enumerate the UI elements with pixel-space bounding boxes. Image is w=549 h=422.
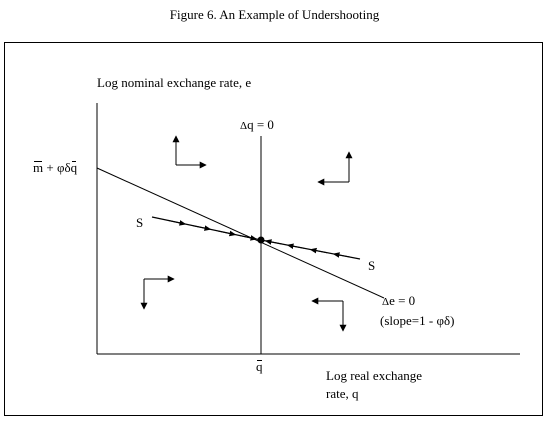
saddle-arrow xyxy=(192,225,212,231)
slope-note-prefix: (slope=1 - xyxy=(380,313,437,328)
y-axis-label: Log nominal exchange rate, e xyxy=(97,75,252,90)
delta-e-zero-locus xyxy=(96,167,385,299)
figure-frame xyxy=(4,42,543,416)
x-axis-label-line1: Log real exchange xyxy=(326,368,423,383)
motion-arrows-upper-right xyxy=(317,151,353,186)
slope-note-symbol: φδ xyxy=(436,313,451,328)
m-bar: m xyxy=(33,160,44,175)
slope-note: (slope=1 - φδ) xyxy=(380,313,454,328)
motion-arrows-lower-right xyxy=(311,297,347,332)
slope-note-suffix: ) xyxy=(450,313,455,328)
delta-symbol: Δ xyxy=(240,120,248,132)
saddle-arrow xyxy=(167,219,187,226)
delta-symbol: Δ xyxy=(382,296,390,308)
delta-q-zero-label: Δq = 0 xyxy=(240,117,274,134)
x-axis-label-line2: rate, q xyxy=(326,386,359,401)
delta-q-zero-text: q = 0 xyxy=(247,117,274,132)
intercept-mid: + φδ xyxy=(43,160,71,175)
q-bar-tick: q xyxy=(256,359,263,374)
saddle-arrow xyxy=(239,235,258,241)
saddle-arrow xyxy=(217,230,237,237)
figure-title: Figure 6. An Example of Undershooting xyxy=(169,7,380,22)
intercept-label: m + φδq xyxy=(33,160,77,175)
q-bar-tick-label: q xyxy=(256,359,263,374)
delta-e-zero-text: e = 0 xyxy=(389,293,416,308)
saddle-arrow xyxy=(332,252,351,258)
saddle-label-right: S xyxy=(368,258,376,273)
motion-arrows-upper-left xyxy=(172,135,207,169)
saddle-arrow xyxy=(286,243,305,250)
saddle-label-left: S xyxy=(136,215,144,230)
delta-e-zero-label: Δe = 0 xyxy=(382,293,415,310)
q-bar: q xyxy=(70,160,78,175)
saddle-arrow xyxy=(264,239,283,245)
equilibrium-point xyxy=(257,236,265,244)
saddle-arrow xyxy=(309,247,328,254)
motion-arrows-lower-left xyxy=(140,275,175,310)
